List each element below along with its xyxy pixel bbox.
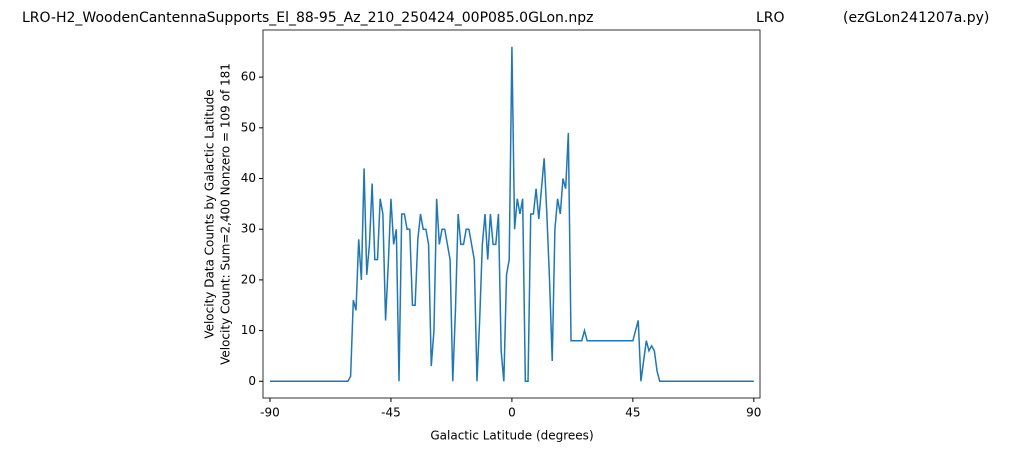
- x-tick-label: -90: [260, 406, 280, 420]
- chart-title: LRO-H2_WoodenCantennaSupports_El_88-95_A…: [22, 10, 593, 26]
- y-tick-label: 50: [241, 120, 256, 134]
- y-tick-label: 0: [248, 374, 256, 388]
- data-line: [269, 46, 754, 383]
- x-tick-label: -45: [381, 406, 401, 420]
- y-axis-label: Velocity Data Counts by Galactic Latitud…: [203, 89, 217, 338]
- y-tick-label: 40: [241, 171, 256, 185]
- plot-frame: [262, 29, 761, 399]
- y-tick-label: 30: [241, 222, 256, 236]
- y-tick-label: 20: [241, 272, 256, 286]
- chart-title: (ezGLon241207a.py): [843, 10, 989, 26]
- y-tick-label: 10: [241, 323, 256, 337]
- y-tick-label: 60: [241, 70, 256, 84]
- x-tick-label: 0: [508, 406, 516, 420]
- x-tick-label: 45: [625, 406, 640, 420]
- chart-title: LRO: [756, 10, 785, 26]
- y-axis-label: Velocity Count: Sum=2,400 Nonzero = 109 …: [219, 63, 233, 365]
- x-tick-label: 90: [746, 406, 761, 420]
- x-axis-label: Galactic Latitude (degrees): [430, 429, 593, 443]
